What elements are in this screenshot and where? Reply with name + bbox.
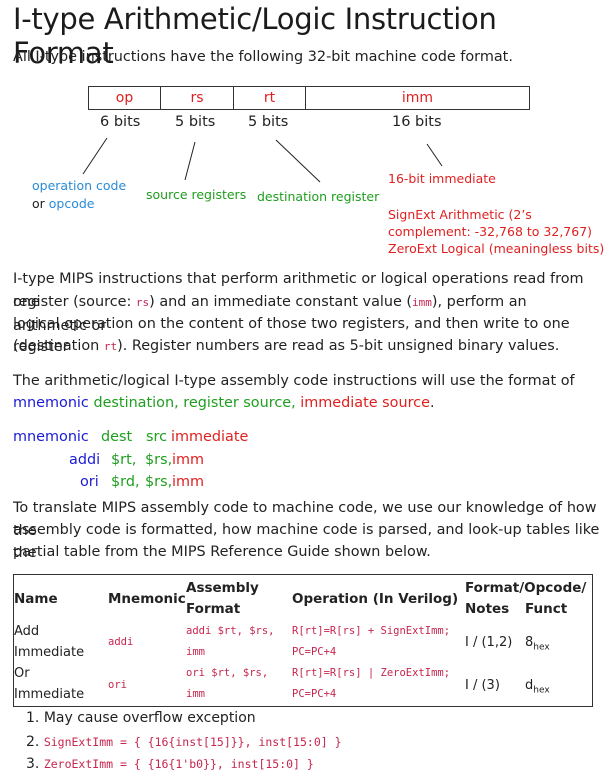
instruction-format-box: op rs rt imm [88,86,530,110]
annotation-zeroext: ZeroExt Logical (meaningless bits) [388,241,604,256]
arrow-rs [184,141,196,181]
arrow-imm [426,143,443,167]
annotation-opcode-word: opcode [48,196,95,211]
intro-text: All I-type instructions have the followi… [13,49,513,65]
annotation-16-bit-immediate: 16-bit immediate [388,171,496,186]
th-assembly: Assembly [186,580,259,596]
row2-op-1: R[rt]=R[rs] | ZeroExtImm; [292,667,451,679]
syntax-row1-dest: $rt, [111,452,137,468]
row1-name-2: Immediate [14,645,85,660]
para1-line3: logical operation on the content of thos… [13,316,570,355]
reference-table: Name Mnemonic Assembly Format Operation … [13,574,593,707]
th-funct: Funct [525,601,568,617]
annotation-source-registers: source registers [146,187,247,202]
annotation-opcode-prefix: or [32,196,49,211]
syntax-header-dest: dest [101,429,133,445]
para3-line1: To translate MIPS assembly code to machi… [13,500,597,539]
row2-name-1: Or [14,666,30,681]
th-mnemonic: Mnemonic [108,591,186,607]
bits-rs: 5 bits [175,114,216,130]
syntax-header-mnemonic: mnemonic [13,429,89,445]
para1-line2: register (source: rs) and an immediate c… [13,294,527,334]
row1-asm-1: addi $rt, $rs, [186,625,275,637]
field-rt: rt [234,87,306,109]
syntax-header-immediate: immediate [171,429,249,445]
row2-mnemonic: ori [108,679,127,691]
arrow-rt [275,139,321,183]
annotation-opcode: or opcode [32,196,95,211]
row2-asm-2: imm [186,688,205,700]
row2-notes: I / (3) [465,678,500,693]
bits-op: 6 bits [100,114,141,130]
field-op: op [89,87,161,109]
syntax-row1-mnemonic: addi [69,452,101,468]
note-3: 3. ZeroExtImm = { {16{1'b0}}, inst[15:0]… [26,756,314,772]
row1-mnemonic: addi [108,636,134,648]
th-name: Name [14,591,58,607]
page-title: I-type Arithmetic/Logic Instruction Form… [13,2,497,70]
para1-line4: (destination rt). Register numbers are r… [13,338,560,354]
row1-notes: I / (1,2) [465,635,513,650]
syntax-row1-src: $rs, [145,452,173,468]
syntax-row2-dest: $rd, [111,474,140,490]
bits-imm: 16 bits [392,114,442,130]
annotation-operation-code: operation code [32,178,127,193]
arrow-op [82,137,108,175]
row1-funct: 8hex [525,635,550,653]
note-1: 1. May cause overflow exception [26,710,256,726]
annotation-signext-1: SignExt Arithmetic (2’s [388,207,532,222]
row2-name-2: Immediate [14,687,85,702]
row2-op-2: PC=PC+4 [292,688,337,700]
row2-asm-1: ori $rt, $rs, [186,667,269,679]
row1-op-2: PC=PC+4 [292,646,337,658]
th-operation: Operation (In Verilog) [292,591,459,607]
annotation-arrows [82,137,443,183]
annotation-destination-register: destination register [257,189,380,204]
syntax-row2-src: $rs, [145,474,173,490]
syntax-row1-imm: imm [172,452,205,468]
para1-line1: I-type MIPS instructions that perform ar… [13,271,584,310]
bits-rt: 5 bits [248,114,289,130]
syntax-row2-mnemonic: ori [80,474,99,490]
para2-line1: The arithmetic/logical I-type assembly c… [13,373,575,389]
para3-line3: partial table from the MIPS Reference Gu… [13,544,431,560]
th-notes: Notes [465,601,510,617]
th-format-opcode: Format/Opcode/ [465,580,587,596]
row1-name-1: Add [14,624,40,639]
row1-asm-2: imm [186,646,205,658]
row1-op-1: R[rt]=R[rs] + SignExtImm; [292,625,451,637]
th-format: Format [186,601,241,617]
para3-line2: assembly code is formatted, how machine … [13,522,600,561]
syntax-row2-imm: imm [172,474,205,490]
row2-funct: dhex [525,678,550,696]
field-imm: imm [401,90,434,106]
syntax-header-src: src [146,429,168,445]
field-rs: rs [161,87,234,109]
annotation-signext-2: complement: -32,768 to 32,767) [388,224,593,239]
para2-line2: mnemonic destination, register source, i… [13,395,435,411]
note-2: 2. SignExtImm = { {16{inst[15]}}, inst[1… [26,734,342,750]
